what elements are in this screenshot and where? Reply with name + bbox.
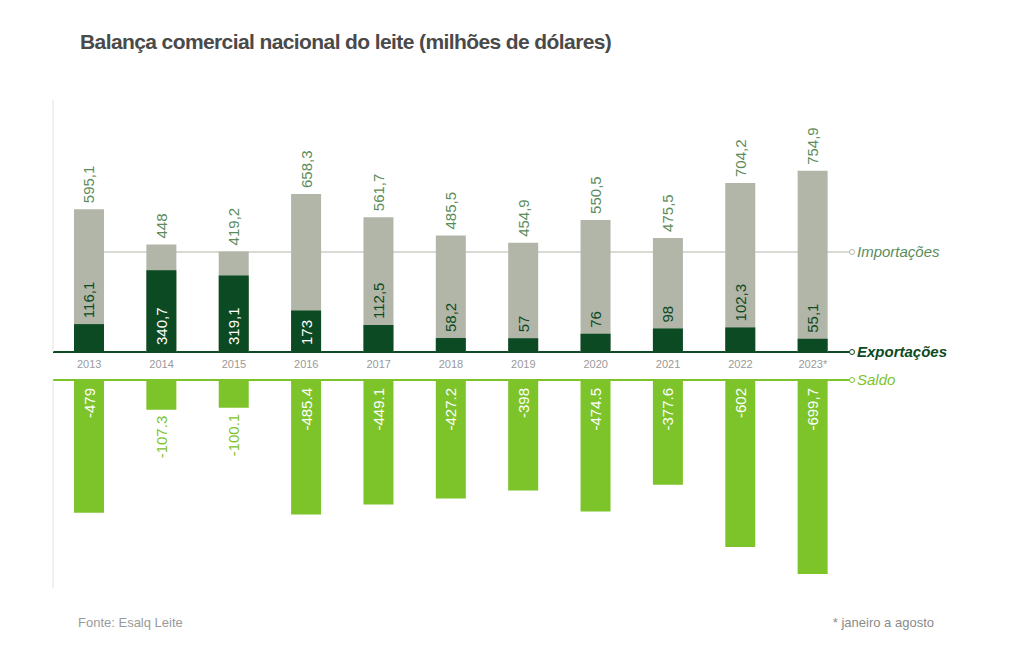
svg-text:-427.2: -427.2 xyxy=(442,388,459,431)
svg-text:2019: 2019 xyxy=(511,358,535,370)
svg-text:-485.4: -485.4 xyxy=(298,388,315,431)
svg-text:419,2: 419,2 xyxy=(225,208,242,246)
svg-text:-100.1: -100.1 xyxy=(225,414,242,457)
svg-text:448: 448 xyxy=(153,213,170,238)
svg-text:2020: 2020 xyxy=(583,358,607,370)
svg-text:-107.3: -107.3 xyxy=(153,416,170,459)
svg-text:-398: -398 xyxy=(515,388,532,418)
svg-text:-474.5: -474.5 xyxy=(587,388,604,431)
html-text:Saldo: Saldo xyxy=(857,371,896,388)
svg-text:2021: 2021 xyxy=(656,358,680,370)
svg-text:561,7: 561,7 xyxy=(370,174,387,212)
html-text:Importações: Importações xyxy=(857,243,940,260)
svg-text:2018: 2018 xyxy=(439,358,463,370)
svg-text:704,2: 704,2 xyxy=(732,139,749,177)
svg-text:76: 76 xyxy=(587,311,604,328)
svg-text:-449.1: -449.1 xyxy=(370,388,387,431)
svg-text:112,5: 112,5 xyxy=(370,283,387,319)
svg-text:57: 57 xyxy=(515,316,532,333)
svg-text:550,5: 550,5 xyxy=(587,176,604,214)
svg-text:-479: -479 xyxy=(81,388,98,418)
svg-text:98: 98 xyxy=(659,306,676,323)
svg-text:-602: -602 xyxy=(732,388,749,418)
svg-text:102,3: 102,3 xyxy=(732,284,749,322)
html-text:Balança comercial nacional do: Balança comercial nacional do leite (mil… xyxy=(80,30,612,53)
svg-text:173: 173 xyxy=(298,320,315,345)
html-text:* janeiro a agosto: * janeiro a agosto xyxy=(832,615,934,630)
svg-text:-377.6: -377.6 xyxy=(659,388,676,431)
html-text:Exportações: Exportações xyxy=(857,343,947,360)
svg-text:340,7: 340,7 xyxy=(153,307,170,345)
svg-text:2015: 2015 xyxy=(222,358,246,370)
svg-text:2023*: 2023* xyxy=(798,358,827,370)
html-text:Fonte: Esalq Leite: Fonte: Esalq Leite xyxy=(78,615,183,630)
svg-text:485,5: 485,5 xyxy=(442,192,459,230)
svg-text:754,9: 754,9 xyxy=(804,127,821,165)
svg-text:2016: 2016 xyxy=(294,358,318,370)
svg-text:2017: 2017 xyxy=(366,358,390,370)
svg-text:658,3: 658,3 xyxy=(298,150,315,188)
svg-text:58,2: 58,2 xyxy=(442,303,459,332)
svg-text:55,1: 55,1 xyxy=(804,304,821,333)
svg-text:454,9: 454,9 xyxy=(515,199,532,237)
svg-text:2014: 2014 xyxy=(149,358,173,370)
svg-text:-699,7: -699,7 xyxy=(804,388,821,431)
svg-text:2013: 2013 xyxy=(77,358,101,370)
svg-text:475,5: 475,5 xyxy=(659,194,676,232)
svg-text:2022: 2022 xyxy=(728,358,752,370)
svg-text:319,1: 319,1 xyxy=(225,307,242,345)
svg-text:595,1: 595,1 xyxy=(81,166,98,204)
svg-text:116,1: 116,1 xyxy=(81,282,98,318)
